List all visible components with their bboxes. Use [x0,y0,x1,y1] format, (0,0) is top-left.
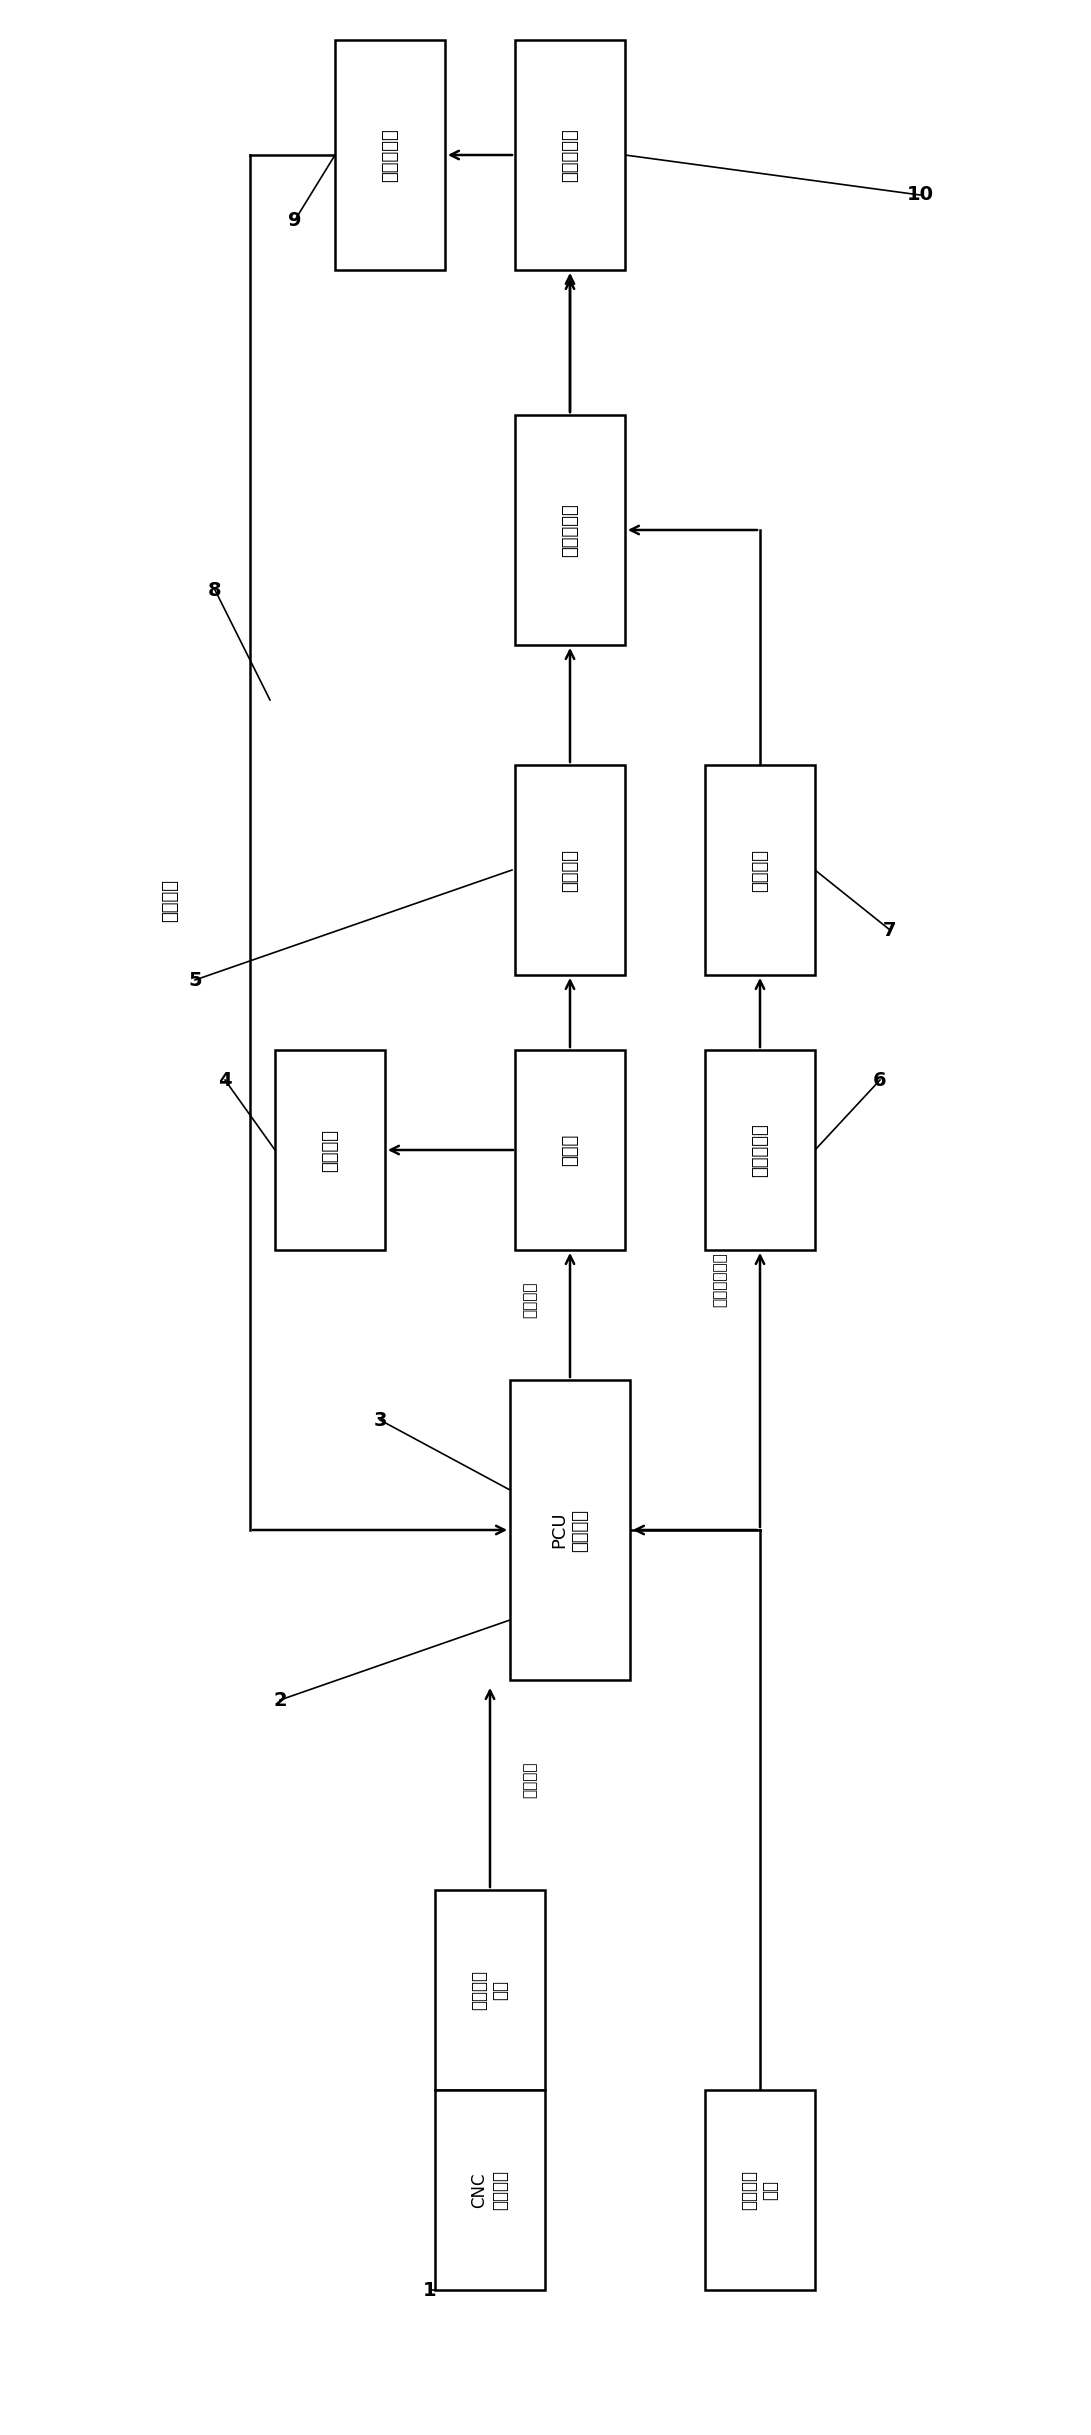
Text: 3: 3 [373,1410,386,1429]
Bar [515,765,625,974]
Text: CNC
控制界面: CNC 控制界面 [470,2170,509,2211]
Text: 8: 8 [208,580,221,599]
Text: 变频器: 变频器 [561,1135,579,1166]
Text: 速度给定: 速度给定 [523,1281,538,1317]
Bar [705,765,815,974]
Text: 输入输出信号: 输入输出信号 [712,1252,728,1308]
Text: 2: 2 [273,1690,287,1709]
Text: 反馈信号: 反馈信号 [161,879,179,920]
Text: 控制指令: 控制指令 [523,1763,538,1799]
Text: 主轴工作台: 主轴工作台 [561,129,579,183]
Text: 6: 6 [873,1071,887,1088]
Text: 控制回路
输入: 控制回路 输入 [470,1970,509,2009]
Bar [515,1049,625,1249]
Text: 5: 5 [188,972,202,989]
Text: PCU
控制单元: PCU 控制单元 [551,1510,589,1551]
Bar [435,2089,546,2289]
Text: 油缸单元: 油缸单元 [751,847,769,891]
Bar [509,1381,630,1680]
Text: 7: 7 [884,920,897,940]
Bar [335,39,445,270]
Text: 4: 4 [218,1071,231,1088]
Text: 主轴电机: 主轴电机 [561,847,579,891]
Text: 旋转编码器: 旋转编码器 [381,129,399,183]
Text: 控制回路
输出: 控制回路 输出 [741,2170,779,2211]
Text: 9: 9 [288,209,302,229]
Bar [435,1890,546,2089]
Bar [515,414,625,645]
Text: 1: 1 [423,2282,436,2299]
Bar [705,1049,815,1249]
Text: 齿轮变速箱: 齿轮变速箱 [561,504,579,558]
Text: 电磁阀单元: 电磁阀单元 [751,1123,769,1176]
Bar [275,1049,385,1249]
Bar [515,39,625,270]
Bar [705,2089,815,2289]
Text: 制动单元: 制动单元 [321,1127,339,1171]
Text: 10: 10 [907,185,934,205]
